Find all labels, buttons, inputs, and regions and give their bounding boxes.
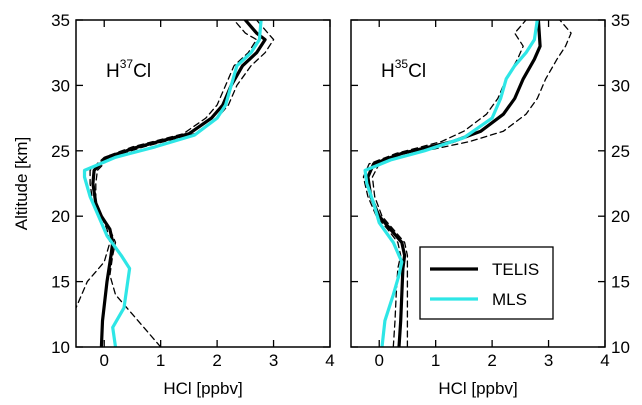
panel-label-superscript: 37	[120, 57, 134, 71]
y-tick-label: 35	[611, 11, 630, 30]
x-tick-label: 2	[212, 351, 221, 370]
plot-frame	[350, 19, 606, 348]
panel-label: H37Cl	[106, 57, 151, 82]
x-tick-label: 4	[325, 351, 334, 370]
y-tick-label: 30	[611, 76, 630, 95]
y-tick-label: 15	[611, 273, 630, 292]
series-line-mls	[82, 20, 263, 347]
y-axis-title: Altitude [km]	[12, 137, 31, 231]
x-tick-label: 3	[269, 351, 278, 370]
panel-label: H35Cl	[381, 57, 426, 82]
panel-label-suffix: Cl	[133, 61, 151, 82]
legend-label-telis: TELIS	[492, 260, 539, 279]
y-tick-label: 25	[611, 142, 630, 161]
panel-label-base: H	[106, 61, 120, 82]
y-tick-label: 15	[51, 273, 70, 292]
y-tick-label: 10	[51, 338, 70, 357]
x-tick-label: 0	[99, 351, 108, 370]
panel-h37cl: 0 1 2 3 4 10 15 20 25 30 35 HCl [ppbv] Altitude [km]…	[12, 11, 335, 398]
x-axis-title: HCl [ppbv]	[163, 379, 242, 398]
series-line-telis	[366, 20, 542, 347]
series-line-dashed-1	[95, 20, 275, 347]
y-tick-label: 25	[51, 142, 70, 161]
panel-label-base: H	[381, 61, 395, 82]
y-tick-label: 20	[611, 207, 630, 226]
x-tick-label: 1	[431, 351, 440, 370]
y-tick-label: 35	[51, 11, 70, 30]
legend-label-mls: MLS	[492, 290, 527, 309]
series-line-dashed-2	[76, 20, 258, 310]
series-group	[76, 20, 275, 347]
x-tick-label: 3	[544, 351, 553, 370]
x-tick-label: 0	[374, 351, 383, 370]
x-tick-label: 1	[156, 351, 165, 370]
series-group	[362, 20, 572, 347]
x-tick-label: 2	[487, 351, 496, 370]
plot-frame	[75, 19, 331, 348]
y-tick-label: 10	[611, 338, 630, 357]
legend: TELIS MLS	[419, 246, 554, 320]
panel-label-superscript: 35	[395, 57, 409, 71]
y-tick-label: 30	[51, 76, 70, 95]
series-line-telis	[91, 20, 267, 347]
x-tick-label: 4	[600, 351, 609, 370]
x-axis-title: HCl [ppbv]	[438, 379, 517, 398]
legend-box	[419, 246, 554, 320]
series-line-mls	[363, 20, 539, 347]
panel-label-suffix: Cl	[408, 61, 426, 82]
y-tick-label: 20	[51, 207, 70, 226]
